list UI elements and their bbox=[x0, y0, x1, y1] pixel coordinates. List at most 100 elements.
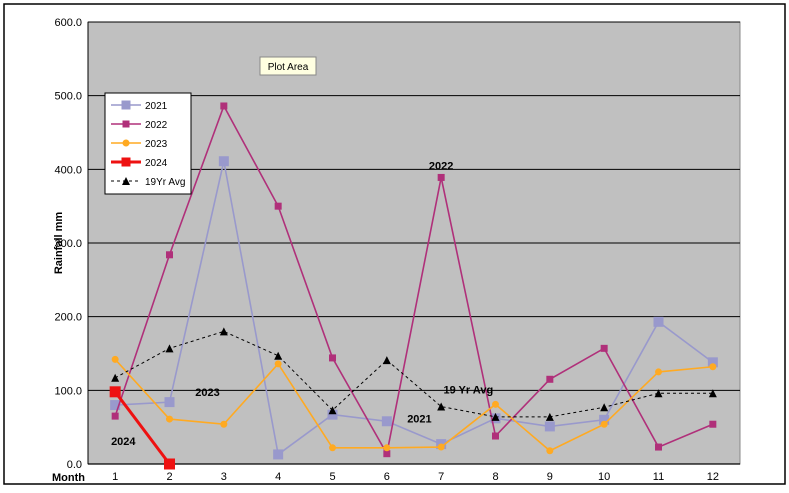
x-tick-label: 11 bbox=[653, 471, 664, 483]
plot-area-tooltip-box bbox=[259, 56, 317, 76]
legend-swatch-marker bbox=[121, 157, 131, 167]
annotation-label: 2021 bbox=[407, 414, 431, 426]
data-point bbox=[708, 389, 717, 398]
data-point bbox=[491, 412, 500, 421]
y-axis: 0.0 100.0 200.0 300.0 400.0 500.0 600.0 bbox=[54, 17, 740, 471]
data-point bbox=[111, 412, 119, 420]
series-2022 bbox=[111, 102, 717, 458]
data-point bbox=[166, 415, 173, 423]
data-point bbox=[381, 416, 392, 427]
data-point bbox=[437, 402, 446, 411]
x-tick-label: 4 bbox=[275, 471, 281, 483]
data-point bbox=[220, 420, 228, 428]
data-point bbox=[599, 414, 610, 425]
data-point bbox=[274, 202, 282, 210]
x-axis-label: Month bbox=[52, 472, 85, 484]
data-point bbox=[492, 432, 499, 440]
series-line bbox=[114, 104, 714, 456]
annotation-label: 2023 bbox=[195, 387, 219, 399]
data-point bbox=[383, 444, 391, 452]
data-point bbox=[273, 449, 284, 460]
plot-area-tooltip: Plot Area bbox=[259, 56, 317, 76]
legend-swatch-marker bbox=[122, 139, 130, 147]
data-point bbox=[600, 420, 608, 428]
x-tick-label: 8 bbox=[492, 471, 498, 483]
x-tick-label: 3 bbox=[221, 471, 227, 483]
x-tick-label: 6 bbox=[384, 471, 390, 483]
x-tick-label: 9 bbox=[547, 471, 553, 483]
annotation-label: 19 Yr Avg bbox=[443, 384, 493, 396]
data-point bbox=[274, 360, 282, 368]
data-point bbox=[544, 421, 555, 432]
data-point bbox=[600, 344, 608, 352]
y-tick-label: 0.0 bbox=[67, 459, 82, 471]
data-point bbox=[437, 443, 445, 451]
data-point bbox=[111, 355, 119, 363]
annotation-label: 2024 bbox=[111, 436, 136, 448]
y-tick-label: 400.0 bbox=[54, 164, 82, 176]
data-point bbox=[164, 458, 175, 470]
data-point bbox=[383, 450, 391, 458]
data-point bbox=[546, 447, 554, 455]
y-tick-label: 600.0 bbox=[54, 17, 82, 29]
y-tick-label: 100.0 bbox=[54, 385, 82, 397]
data-point bbox=[164, 397, 175, 408]
legend-entry: 2021 bbox=[145, 101, 168, 112]
series-2023 bbox=[111, 355, 717, 455]
annotation-label: 2022 bbox=[429, 160, 453, 172]
data-point bbox=[274, 351, 283, 360]
data-point bbox=[382, 356, 391, 365]
series-line bbox=[114, 330, 713, 418]
data-point bbox=[329, 444, 336, 452]
data-point bbox=[546, 375, 554, 383]
legend-swatch-marker bbox=[121, 100, 131, 110]
legend-entry: 2024 bbox=[145, 158, 168, 169]
data-point bbox=[218, 156, 229, 167]
data-point bbox=[707, 357, 718, 368]
data-point bbox=[653, 316, 664, 327]
data-point bbox=[220, 102, 228, 110]
y-tick-label: 300.0 bbox=[54, 238, 82, 250]
data-point bbox=[655, 443, 662, 451]
legend: 2021 2022 2023 2024 19Yr Avg bbox=[104, 92, 192, 195]
x-tick-label: 7 bbox=[438, 471, 444, 483]
data-point bbox=[111, 373, 120, 382]
data-point bbox=[166, 251, 173, 259]
x-tick-label: 12 bbox=[707, 471, 719, 483]
x-tick-label: 5 bbox=[329, 471, 335, 483]
series-19yr-avg bbox=[111, 327, 717, 421]
series-2024 bbox=[109, 386, 175, 470]
series-line bbox=[113, 390, 171, 465]
series-line bbox=[115, 161, 714, 456]
y-tick-label: 500.0 bbox=[54, 91, 82, 103]
legend-entry: 19Yr Avg bbox=[145, 177, 185, 188]
data-point bbox=[329, 354, 336, 362]
x-tick-label: 10 bbox=[598, 471, 610, 483]
x-tick-label: 2 bbox=[166, 471, 172, 483]
legend-entry: 2022 bbox=[145, 120, 168, 131]
legend-swatch-marker bbox=[122, 120, 130, 128]
data-point bbox=[165, 344, 174, 353]
annotations: 2022 2023 19 Yr Avg 2021 2024 bbox=[111, 160, 493, 448]
data-point bbox=[545, 412, 554, 421]
data-point bbox=[437, 173, 445, 181]
data-point bbox=[492, 400, 499, 408]
legend-swatch-marker bbox=[122, 177, 130, 185]
series-group bbox=[109, 102, 718, 470]
x-tick-label: 1 bbox=[112, 471, 118, 483]
plot-area-tooltip-text: Plot Area bbox=[268, 62, 309, 73]
series-2021 bbox=[110, 156, 718, 460]
data-point bbox=[109, 386, 121, 398]
legend-entry: 2023 bbox=[145, 139, 168, 150]
x-axis: 1 2 3 4 5 6 7 8 9 10 11 12 bbox=[112, 471, 719, 483]
data-point bbox=[654, 389, 663, 398]
data-point bbox=[709, 420, 717, 428]
y-axis-label: Rainfall mm bbox=[53, 212, 65, 275]
data-point bbox=[600, 403, 609, 412]
series-line bbox=[114, 358, 713, 452]
data-point bbox=[327, 409, 338, 420]
data-point bbox=[328, 406, 337, 415]
data-point bbox=[219, 327, 228, 336]
